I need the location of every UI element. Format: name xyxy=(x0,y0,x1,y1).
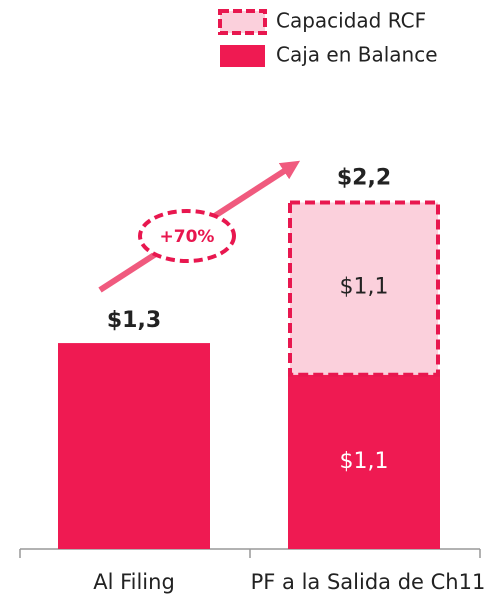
legend-label: Capacidad RCF xyxy=(276,9,426,33)
bar-segment xyxy=(288,374,440,549)
bar-segment xyxy=(58,343,210,549)
legend-swatch xyxy=(220,45,265,67)
x-tick-label: Al Filing xyxy=(93,570,175,594)
value-label: $1,1 xyxy=(340,275,389,300)
annotation: +70% xyxy=(160,227,215,247)
x-tick-label: PF a la Salida de Ch11 xyxy=(251,570,486,594)
total-label: $2,2 xyxy=(337,166,391,191)
bar-segment xyxy=(288,200,440,377)
legend-swatch xyxy=(218,9,267,35)
value-label: $1,1 xyxy=(340,449,389,474)
total-label: $1,3 xyxy=(107,308,161,333)
legend-label: Caja en Balance xyxy=(276,43,438,67)
annotation-ellipse xyxy=(138,209,236,263)
